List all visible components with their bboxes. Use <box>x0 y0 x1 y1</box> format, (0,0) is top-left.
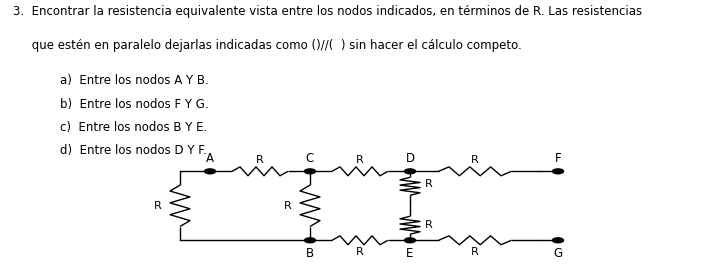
Circle shape <box>405 238 416 243</box>
Text: E: E <box>407 246 414 260</box>
Text: A: A <box>206 152 214 165</box>
Circle shape <box>553 238 563 243</box>
Text: R: R <box>356 155 364 165</box>
Text: c)  Entre los nodos B Y E.: c) Entre los nodos B Y E. <box>60 121 208 134</box>
Text: C: C <box>306 152 314 165</box>
Text: R: R <box>471 155 479 165</box>
Text: R: R <box>154 201 162 211</box>
Text: G: G <box>554 246 563 260</box>
Text: que estén en paralelo dejarlas indicadas como ()//(  ) sin hacer el cálculo comp: que estén en paralelo dejarlas indicadas… <box>13 39 522 52</box>
Circle shape <box>304 169 316 174</box>
Circle shape <box>553 169 563 174</box>
Text: R: R <box>356 246 364 257</box>
Circle shape <box>304 238 316 243</box>
Text: R: R <box>256 155 264 165</box>
Text: R: R <box>285 201 292 211</box>
Text: F: F <box>555 152 561 165</box>
Text: a)  Entre los nodos A Y B.: a) Entre los nodos A Y B. <box>60 74 209 87</box>
Circle shape <box>205 169 215 174</box>
Text: d)  Entre los nodos D Y F.: d) Entre los nodos D Y F. <box>60 144 207 157</box>
Text: R: R <box>425 179 433 189</box>
Circle shape <box>405 169 416 174</box>
Text: R: R <box>425 220 433 230</box>
Text: R: R <box>471 246 479 257</box>
Text: 3.  Encontrar la resistencia equivalente vista entre los nodos indicados, en tér: 3. Encontrar la resistencia equivalente … <box>13 5 642 18</box>
Text: D: D <box>405 152 414 165</box>
Text: b)  Entre los nodos F Y G.: b) Entre los nodos F Y G. <box>60 97 209 111</box>
Text: B: B <box>306 246 314 260</box>
